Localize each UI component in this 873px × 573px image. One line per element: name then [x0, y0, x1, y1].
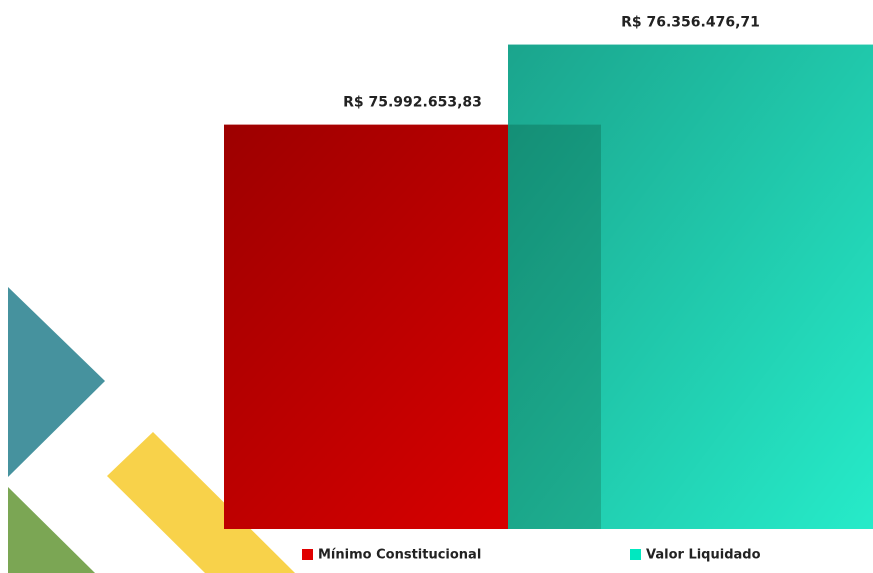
value-label: R$ 76.356.476,71 [621, 15, 760, 31]
legend-label: Mínimo Constitucional [318, 548, 481, 563]
decor-green [8, 487, 95, 573]
decor-triangle [8, 287, 105, 477]
legend-label: Valor Liquidado [646, 548, 761, 563]
bar [508, 44, 873, 530]
legend-swatch [630, 549, 641, 560]
legend-swatch [302, 549, 313, 560]
decor-stripe [107, 432, 295, 573]
value-label: R$ 75.992.653,83 [343, 95, 482, 111]
